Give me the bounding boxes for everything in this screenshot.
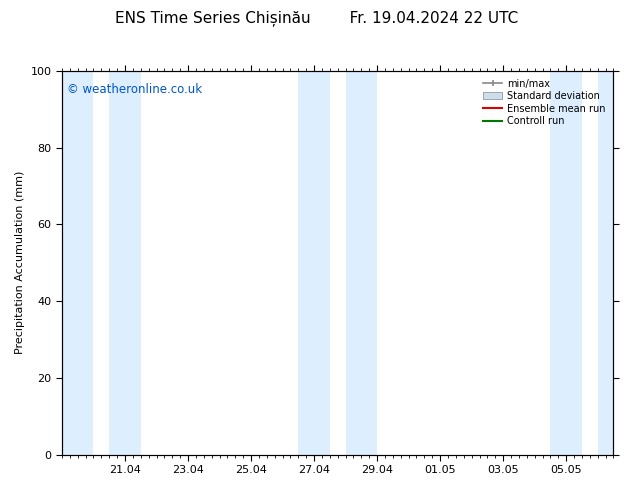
Bar [550, 71, 582, 455]
Text: © weatheronline.co.uk: © weatheronline.co.uk [67, 82, 203, 96]
Bar [109, 71, 141, 455]
Bar [346, 71, 377, 455]
Bar [299, 71, 330, 455]
Bar [598, 71, 614, 455]
Text: ENS Time Series Chișinău        Fr. 19.04.2024 22 UTC: ENS Time Series Chișinău Fr. 19.04.2024 … [115, 10, 519, 25]
Bar [62, 71, 93, 455]
Legend: min/max, Standard deviation, Ensemble mean run, Controll run: min/max, Standard deviation, Ensemble me… [480, 76, 609, 129]
Y-axis label: Precipitation Accumulation (mm): Precipitation Accumulation (mm) [15, 171, 25, 354]
